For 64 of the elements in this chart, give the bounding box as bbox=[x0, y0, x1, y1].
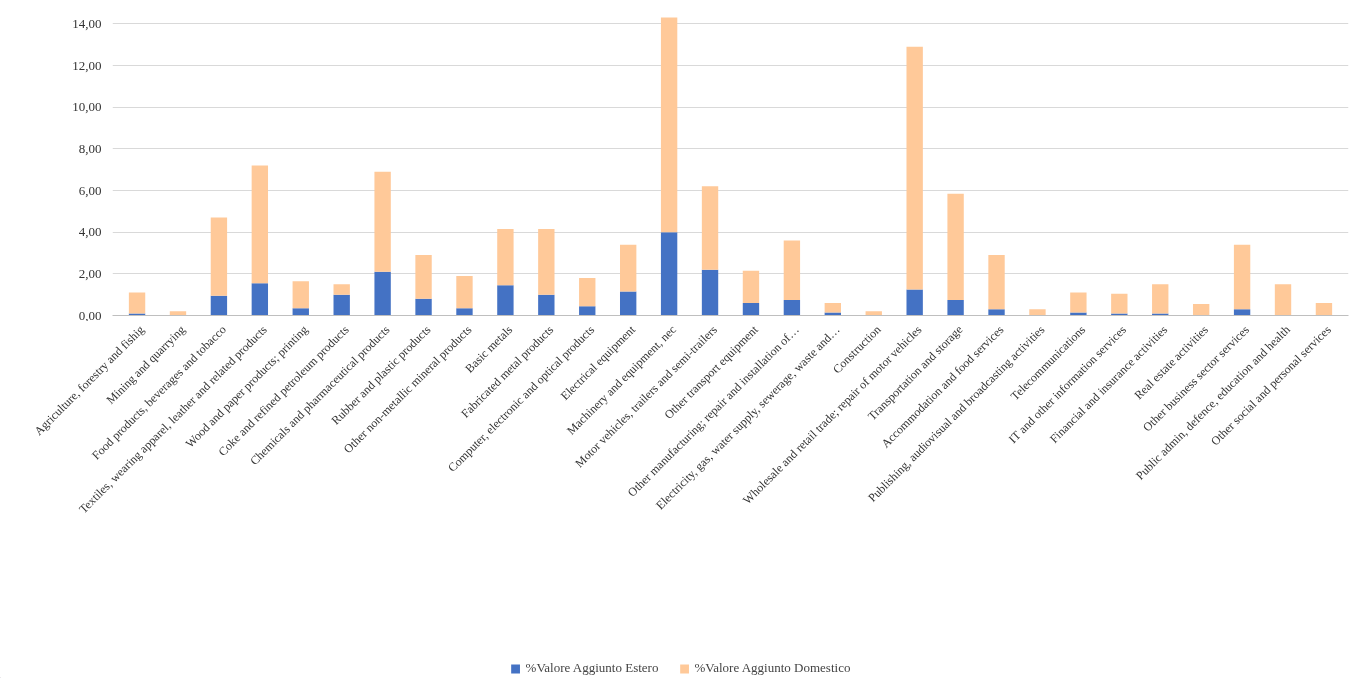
bar bbox=[824, 312, 841, 316]
bar bbox=[783, 240, 801, 300]
bar bbox=[906, 46, 923, 290]
bar bbox=[579, 278, 596, 307]
bar bbox=[865, 311, 882, 316]
bar bbox=[415, 298, 432, 316]
bar bbox=[742, 303, 760, 316]
bar bbox=[169, 311, 187, 316]
bar bbox=[210, 295, 228, 316]
bar bbox=[947, 299, 964, 316]
bar bbox=[456, 308, 473, 316]
bar bbox=[742, 270, 760, 303]
bar bbox=[1315, 303, 1333, 316]
y-tick-label: 14,00 bbox=[72, 15, 102, 31]
bar bbox=[701, 186, 719, 270]
bar bbox=[947, 193, 964, 300]
bar bbox=[579, 306, 596, 316]
bar bbox=[1233, 244, 1251, 310]
bar bbox=[701, 269, 719, 316]
bar bbox=[988, 255, 1005, 310]
legend-label: %Valore Aggiunto Domestico bbox=[694, 660, 851, 676]
bar bbox=[1152, 284, 1169, 314]
bar bbox=[1070, 312, 1087, 316]
bar bbox=[292, 281, 309, 309]
bar bbox=[1070, 292, 1087, 313]
y-tick-label: 4,00 bbox=[78, 224, 102, 240]
bar bbox=[1192, 304, 1210, 316]
bar bbox=[1233, 309, 1251, 316]
bar bbox=[333, 294, 350, 316]
bar bbox=[783, 299, 801, 316]
bar bbox=[210, 217, 228, 296]
bar bbox=[538, 294, 555, 316]
bar bbox=[620, 244, 637, 292]
bar bbox=[333, 284, 350, 295]
bar bbox=[906, 289, 923, 316]
y-tick-label: 6,00 bbox=[78, 182, 102, 198]
bar bbox=[128, 313, 146, 316]
bar bbox=[1152, 313, 1169, 316]
bar bbox=[128, 292, 146, 314]
legend-label: %Valore Aggiunto Estero bbox=[525, 660, 659, 676]
bar bbox=[1274, 284, 1292, 316]
y-tick-label: 8,00 bbox=[78, 140, 102, 156]
bar bbox=[1111, 313, 1128, 316]
bar bbox=[251, 165, 269, 284]
bar bbox=[415, 255, 432, 299]
bar bbox=[988, 309, 1005, 316]
y-tick-label: 0,00 bbox=[78, 307, 102, 323]
y-tick-label: 2,00 bbox=[78, 265, 102, 281]
bar bbox=[824, 303, 841, 313]
bar bbox=[374, 171, 391, 272]
bar bbox=[620, 291, 637, 316]
bar bbox=[660, 17, 678, 233]
bar bbox=[251, 283, 269, 316]
y-tick-label: 10,00 bbox=[72, 99, 102, 115]
bar bbox=[1029, 309, 1046, 316]
bar bbox=[497, 285, 514, 316]
bar bbox=[538, 229, 555, 295]
y-tick-label: 12,00 bbox=[72, 57, 102, 73]
bar bbox=[374, 271, 391, 316]
bar bbox=[1111, 293, 1128, 314]
bar bbox=[497, 229, 514, 286]
bar bbox=[292, 308, 309, 316]
bar bbox=[456, 275, 473, 309]
bar bbox=[660, 232, 678, 316]
